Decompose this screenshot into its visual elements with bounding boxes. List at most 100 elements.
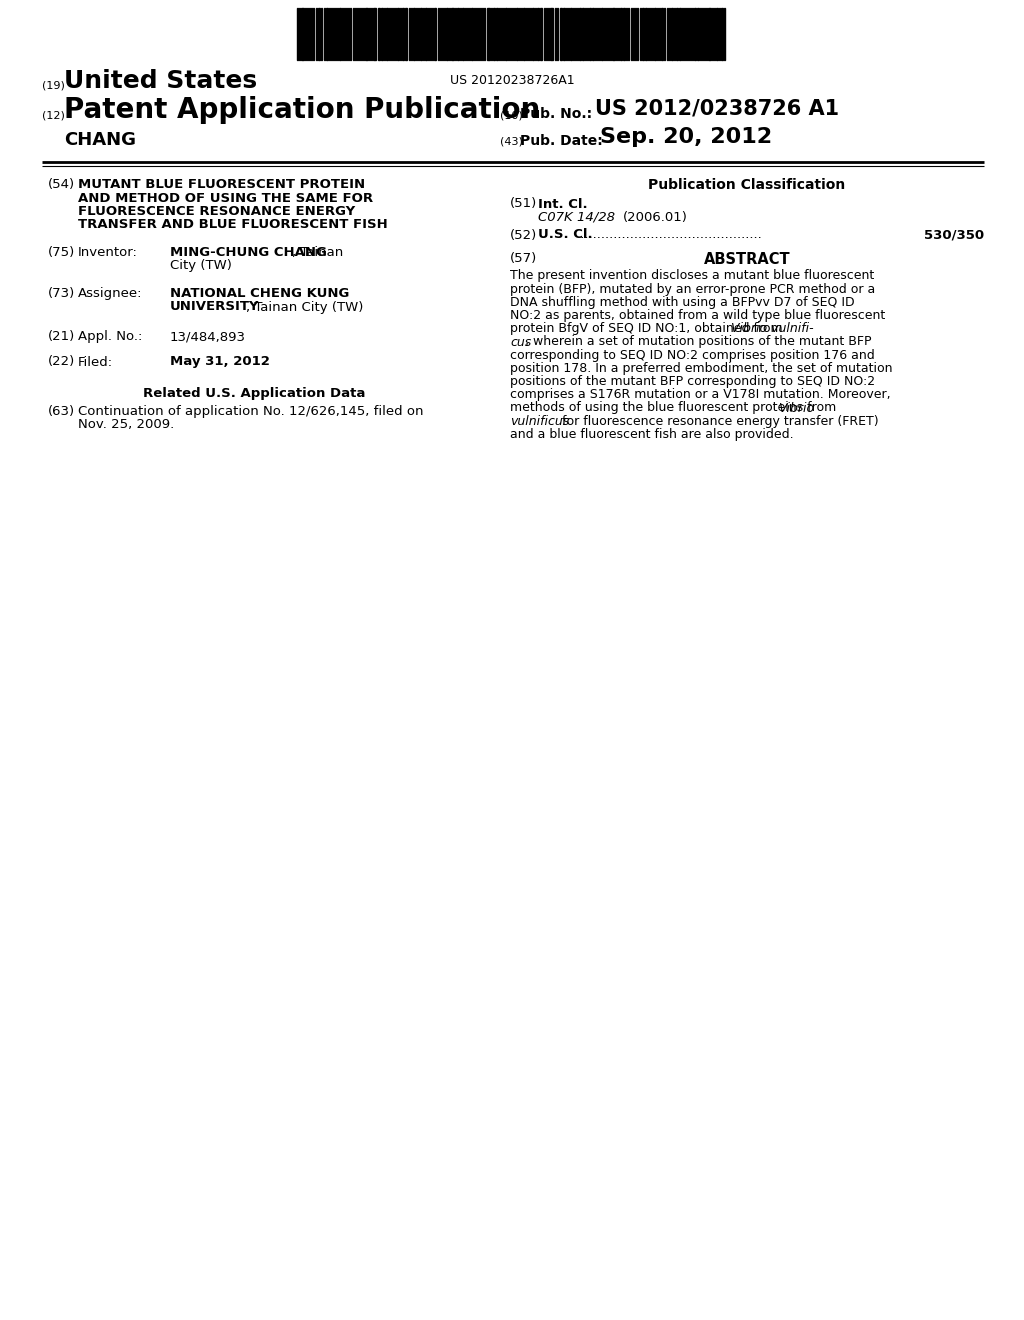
Bar: [373, 8, 376, 59]
Text: US 2012/0238726 A1: US 2012/0238726 A1: [595, 99, 839, 119]
Bar: [451, 8, 454, 59]
Text: cus: cus: [510, 335, 531, 348]
Text: corresponding to SEQ ID NO:2 comprises position 176 and: corresponding to SEQ ID NO:2 comprises p…: [510, 348, 874, 362]
Text: Pub. No.:: Pub. No.:: [520, 107, 592, 121]
Text: (12): (12): [42, 110, 65, 120]
Text: Patent Application Publication: Patent Application Publication: [63, 96, 541, 124]
Bar: [471, 8, 473, 59]
Bar: [462, 8, 464, 59]
Text: (21): (21): [48, 330, 75, 343]
Text: (63): (63): [48, 404, 75, 417]
Bar: [592, 8, 594, 59]
Text: 530/350: 530/350: [924, 228, 984, 242]
Text: Appl. No.:: Appl. No.:: [78, 330, 142, 343]
Bar: [676, 8, 678, 59]
Text: (10): (10): [500, 110, 522, 120]
Text: protein BfgV of SEQ ID NO:1, obtained from: protein BfgV of SEQ ID NO:1, obtained fr…: [510, 322, 786, 335]
Bar: [671, 8, 673, 59]
Bar: [537, 8, 539, 59]
Text: Sep. 20, 2012: Sep. 20, 2012: [600, 127, 772, 147]
Bar: [516, 8, 518, 59]
Text: Continuation of application No. 12/626,145, filed on: Continuation of application No. 12/626,1…: [78, 404, 424, 417]
Text: ABSTRACT: ABSTRACT: [703, 252, 791, 267]
Bar: [589, 8, 591, 59]
Bar: [570, 8, 572, 59]
Text: UNIVERSITY: UNIVERSITY: [170, 301, 259, 314]
Bar: [654, 8, 656, 59]
Text: (51): (51): [510, 198, 538, 210]
Bar: [540, 8, 542, 59]
Bar: [708, 8, 711, 59]
Text: U.S. Cl.: U.S. Cl.: [538, 228, 593, 242]
Text: NO:2 as parents, obtained from a wild type blue fluorescent: NO:2 as parents, obtained from a wild ty…: [510, 309, 886, 322]
Text: (2006.01): (2006.01): [623, 211, 688, 224]
Bar: [339, 8, 341, 59]
Text: Vibrio vulnifi-: Vibrio vulnifi-: [731, 322, 814, 335]
Text: (43): (43): [500, 137, 523, 147]
Bar: [381, 8, 383, 59]
Bar: [612, 8, 615, 59]
Text: Int. Cl.: Int. Cl.: [538, 198, 588, 210]
Text: (22): (22): [48, 355, 75, 368]
Text: US 20120238726A1: US 20120238726A1: [450, 74, 574, 87]
Text: Related U.S. Application Data: Related U.S. Application Data: [142, 387, 366, 400]
Text: comprises a S176R mutation or a V178I mutation. Moreover,: comprises a S176R mutation or a V178I mu…: [510, 388, 891, 401]
Text: and a blue fluorescent fish are also provided.: and a blue fluorescent fish are also pro…: [510, 428, 794, 441]
Bar: [623, 8, 625, 59]
Bar: [425, 8, 427, 59]
Text: TRANSFER AND BLUE FLUORESCENT FISH: TRANSFER AND BLUE FLUORESCENT FISH: [78, 219, 388, 231]
Text: MING-CHUNG CHANG: MING-CHUNG CHANG: [170, 246, 327, 259]
Text: (54): (54): [48, 178, 75, 191]
Text: Publication Classification: Publication Classification: [648, 178, 846, 191]
Bar: [697, 8, 699, 59]
Text: position 178. In a preferred embodiment, the set of mutation: position 178. In a preferred embodiment,…: [510, 362, 893, 375]
Text: The present invention discloses a mutant blue fluorescent: The present invention discloses a mutant…: [510, 269, 874, 282]
Bar: [601, 8, 603, 59]
Bar: [434, 8, 436, 59]
Bar: [679, 8, 681, 59]
Bar: [523, 8, 525, 59]
Bar: [378, 8, 380, 59]
Bar: [694, 8, 696, 59]
Bar: [402, 8, 404, 59]
Text: ............................................: ........................................…: [575, 228, 766, 242]
Text: FLUORESCENCE RESONANCE ENERGY: FLUORESCENCE RESONANCE ENERGY: [78, 205, 355, 218]
Text: AND METHOD OF USING THE SAME FOR: AND METHOD OF USING THE SAME FOR: [78, 191, 373, 205]
Text: 13/484,893: 13/484,893: [170, 330, 246, 343]
Text: (52): (52): [510, 228, 538, 242]
Text: Inventor:: Inventor:: [78, 246, 138, 259]
Bar: [413, 8, 415, 59]
Text: (57): (57): [510, 252, 538, 265]
Text: DNA shuffling method with using a BFPvv D7 of SEQ ID: DNA shuffling method with using a BFPvv …: [510, 296, 855, 309]
Bar: [560, 8, 562, 59]
Bar: [446, 8, 449, 59]
Bar: [662, 8, 663, 59]
Text: (73): (73): [48, 286, 75, 300]
Text: Vibrio: Vibrio: [778, 401, 814, 414]
Text: vulnificus: vulnificus: [510, 414, 569, 428]
Text: , Tainan City (TW): , Tainan City (TW): [246, 301, 364, 314]
Text: CHANG: CHANG: [63, 131, 136, 149]
Text: May 31, 2012: May 31, 2012: [170, 355, 270, 368]
Bar: [532, 8, 534, 59]
Bar: [505, 8, 507, 59]
Bar: [386, 8, 388, 59]
Bar: [579, 8, 581, 59]
Bar: [487, 8, 490, 59]
Text: positions of the mutant BFP corresponding to SEQ ID NO:2: positions of the mutant BFP correspondin…: [510, 375, 876, 388]
Bar: [406, 8, 407, 59]
Text: , Tainan: , Tainan: [292, 246, 343, 259]
Text: (19): (19): [42, 81, 65, 90]
Text: C07K 14/28: C07K 14/28: [538, 211, 615, 224]
Bar: [645, 8, 647, 59]
Bar: [420, 8, 422, 59]
Text: MUTANT BLUE FLUORESCENT PROTEIN: MUTANT BLUE FLUORESCENT PROTEIN: [78, 178, 366, 191]
Text: methods of using the blue fluorescent proteins from: methods of using the blue fluorescent pr…: [510, 401, 841, 414]
Text: City (TW): City (TW): [170, 260, 231, 272]
Bar: [326, 8, 328, 59]
Bar: [642, 8, 644, 59]
Bar: [457, 8, 459, 59]
Text: protein (BFP), mutated by an error-prone PCR method or a: protein (BFP), mutated by an error-prone…: [510, 282, 876, 296]
Text: Assignee:: Assignee:: [78, 286, 142, 300]
Text: NATIONAL CHENG KUNG: NATIONAL CHENG KUNG: [170, 286, 349, 300]
